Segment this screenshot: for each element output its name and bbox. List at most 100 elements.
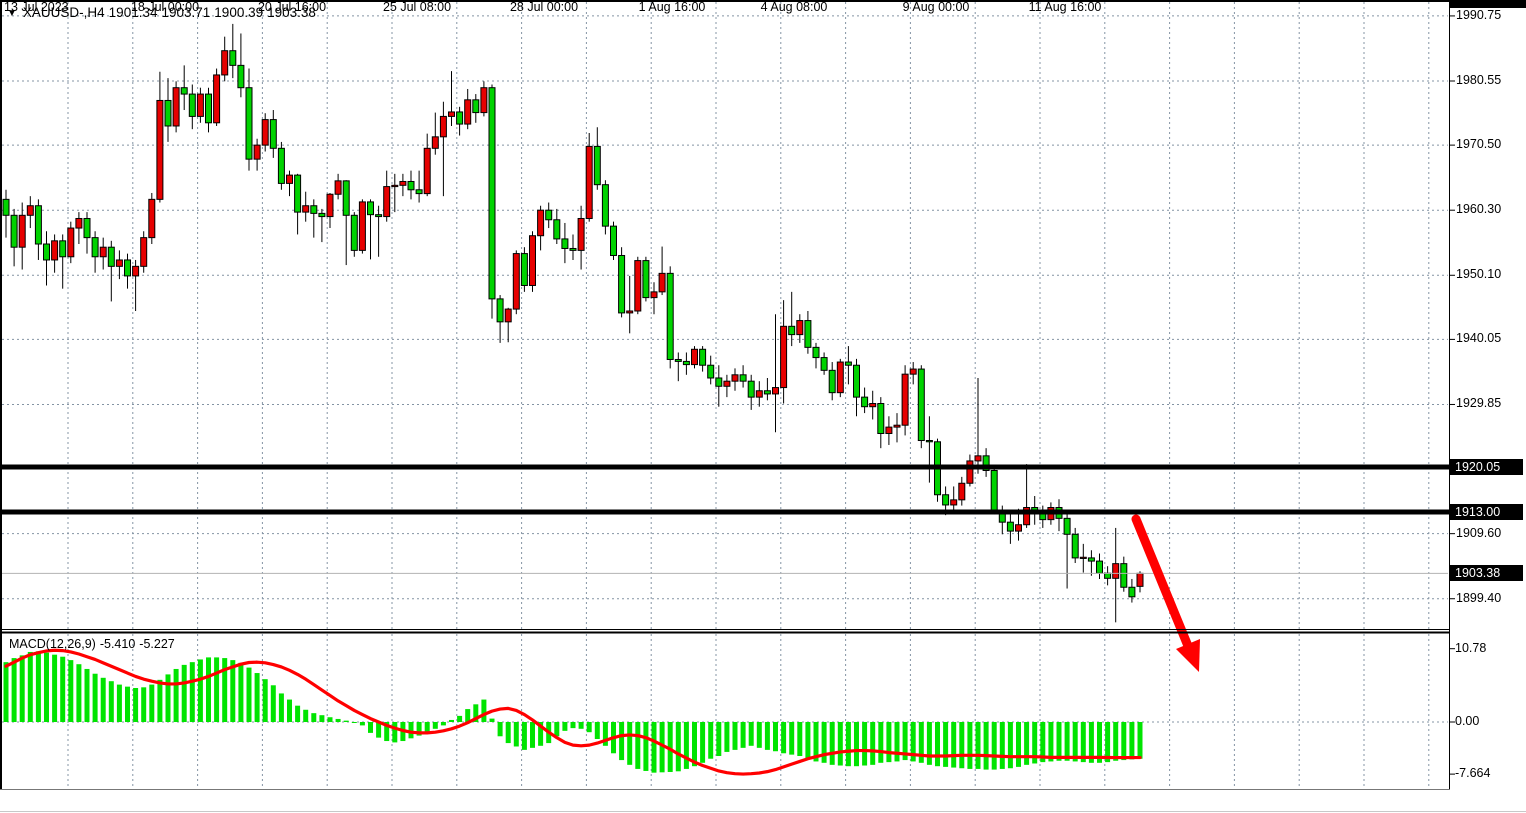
candle-bullish[interactable]: [577, 217, 585, 251]
candle-bullish[interactable]: [423, 147, 431, 195]
candle-bearish[interactable]: [456, 111, 464, 125]
candle-bearish[interactable]: [415, 189, 423, 195]
candle-bearish[interactable]: [1104, 572, 1112, 579]
candle-bullish[interactable]: [731, 374, 739, 382]
candle-bullish[interactable]: [780, 325, 788, 389]
candle-bearish[interactable]: [180, 87, 188, 95]
candle-bullish[interactable]: [974, 455, 982, 462]
candle-bearish[interactable]: [682, 360, 690, 366]
candle-bearish[interactable]: [245, 87, 253, 160]
candle-bearish[interactable]: [1096, 560, 1103, 574]
candle-bearish[interactable]: [925, 440, 933, 443]
candle-bearish[interactable]: [472, 99, 480, 114]
candle-bullish[interactable]: [634, 260, 642, 312]
candle-bullish[interactable]: [529, 235, 536, 286]
candle-bearish[interactable]: [164, 99, 172, 127]
candle-bullish[interactable]: [958, 482, 966, 501]
candle-bullish[interactable]: [391, 184, 399, 188]
candle-bullish[interactable]: [691, 348, 698, 366]
candle-bullish[interactable]: [909, 368, 917, 375]
candle-bearish[interactable]: [699, 348, 707, 366]
candle-bearish[interactable]: [674, 358, 682, 362]
candle-bullish[interactable]: [172, 87, 180, 127]
candle-bullish[interactable]: [156, 99, 164, 200]
candle-bearish[interactable]: [1063, 517, 1071, 535]
candle-bearish[interactable]: [34, 205, 42, 245]
candle-bearish[interactable]: [942, 494, 950, 506]
candle-bullish[interactable]: [723, 380, 731, 387]
candle-bullish[interactable]: [658, 272, 666, 293]
candle-bearish[interactable]: [367, 201, 374, 216]
candle-bearish[interactable]: [83, 217, 91, 239]
candle-bullish[interactable]: [950, 499, 958, 506]
candle-bearish[interactable]: [124, 259, 131, 277]
symbol-dropdown-icon[interactable]: ▼: [7, 8, 17, 19]
candle-bearish[interactable]: [1071, 533, 1079, 559]
candle-bullish[interactable]: [383, 186, 391, 218]
candle-bearish[interactable]: [1120, 563, 1128, 588]
candle-bearish[interactable]: [496, 298, 504, 323]
candle-bullish[interactable]: [253, 144, 261, 160]
candle-bearish[interactable]: [618, 254, 626, 314]
candle-bearish[interactable]: [407, 180, 415, 191]
candle-bearish[interactable]: [1128, 586, 1136, 598]
candle-bullish[interactable]: [302, 205, 310, 213]
candle-bullish[interactable]: [26, 205, 34, 216]
candle-bearish[interactable]: [43, 243, 50, 261]
trend-arrow-shaft[interactable]: [1131, 514, 1193, 651]
candle-bullish[interactable]: [504, 308, 512, 323]
candle-bullish[interactable]: [626, 310, 634, 314]
candle-bullish[interactable]: [140, 237, 148, 267]
candle-bullish[interactable]: [901, 373, 909, 426]
candle-bearish[interactable]: [601, 184, 609, 227]
candle-bearish[interactable]: [294, 174, 302, 213]
candle-bearish[interactable]: [545, 209, 553, 221]
candle-bearish[interactable]: [917, 368, 925, 442]
candle-bearish[interactable]: [10, 214, 18, 248]
candle-bearish[interactable]: [707, 364, 715, 379]
candle-bullish[interactable]: [836, 361, 844, 394]
candle-bullish[interactable]: [334, 180, 342, 195]
candle-bearish[interactable]: [820, 357, 828, 371]
candle-bullish[interactable]: [261, 119, 269, 146]
candle-bearish[interactable]: [990, 469, 998, 512]
candle-bullish[interactable]: [772, 387, 779, 395]
candle-bearish[interactable]: [91, 237, 99, 258]
candle-bearish[interactable]: [553, 219, 561, 240]
candle-bearish[interactable]: [715, 377, 723, 387]
candle-bearish[interactable]: [812, 346, 820, 359]
candle-bearish[interactable]: [310, 205, 318, 214]
candle-bearish[interactable]: [861, 396, 869, 408]
trend-arrow-head[interactable]: [1176, 639, 1200, 672]
candle-bullish[interactable]: [132, 265, 140, 277]
candle-bullish[interactable]: [796, 320, 804, 336]
candle-bullish[interactable]: [221, 50, 229, 76]
candle-bullish[interactable]: [1015, 524, 1022, 532]
candle-bearish[interactable]: [205, 93, 212, 124]
candle-bearish[interactable]: [569, 247, 577, 251]
candle-bearish[interactable]: [1087, 557, 1095, 562]
candle-bearish[interactable]: [747, 380, 755, 398]
candle-bullish[interactable]: [439, 115, 447, 138]
candle-bearish[interactable]: [982, 455, 990, 471]
candle-bullish[interactable]: [326, 193, 334, 218]
candle-bearish[interactable]: [853, 364, 860, 398]
candle-bearish[interactable]: [877, 403, 885, 434]
candle-bullish[interactable]: [431, 136, 439, 149]
candle-bearish[interactable]: [237, 64, 245, 89]
candle-bearish[interactable]: [375, 214, 383, 218]
candle-bullish[interactable]: [650, 291, 658, 299]
candle-bearish[interactable]: [107, 246, 115, 267]
candle-bullish[interactable]: [869, 403, 877, 408]
candle-bullish[interactable]: [213, 74, 221, 124]
candle-bullish[interactable]: [1112, 563, 1120, 579]
candle-bullish[interactable]: [893, 424, 901, 428]
candle-bearish[interactable]: [520, 253, 528, 286]
candle-bearish[interactable]: [739, 374, 747, 382]
candle-bullish[interactable]: [51, 240, 59, 261]
candle-bearish[interactable]: [188, 93, 196, 117]
candle-bearish[interactable]: [828, 369, 836, 394]
candle-bullish[interactable]: [115, 259, 123, 267]
candle-bullish[interactable]: [399, 180, 407, 186]
candle-bearish[interactable]: [269, 119, 277, 149]
